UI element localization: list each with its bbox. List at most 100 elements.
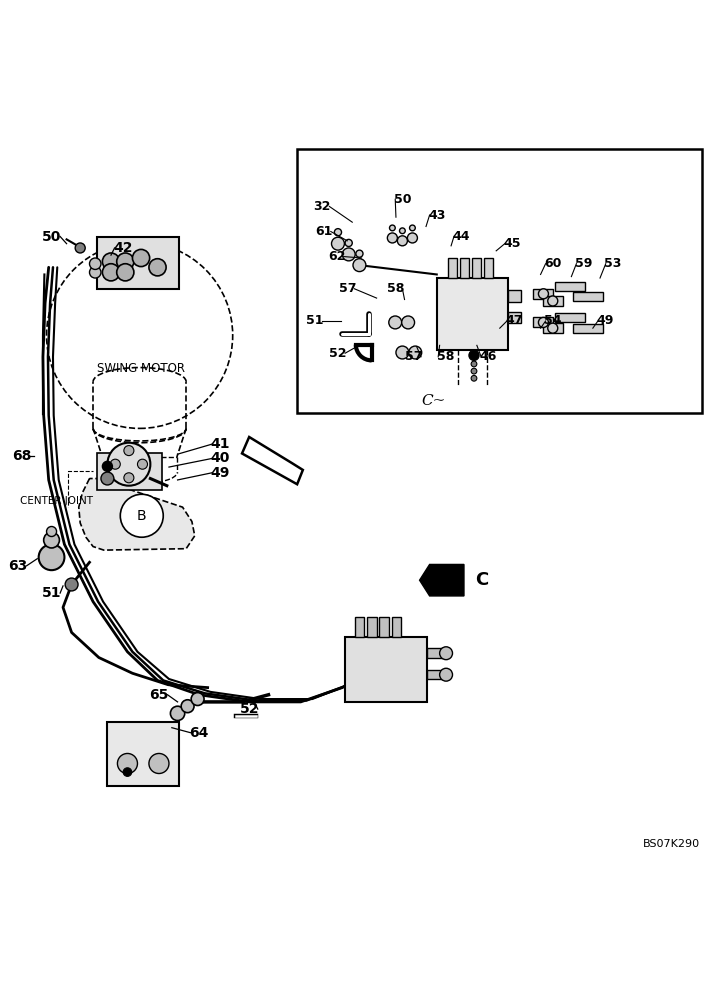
Bar xyxy=(543,296,563,306)
Text: 49: 49 xyxy=(596,314,614,328)
Bar xyxy=(533,289,553,299)
Circle shape xyxy=(389,316,402,329)
Circle shape xyxy=(538,289,548,299)
Text: 46: 46 xyxy=(480,350,497,363)
Text: 58: 58 xyxy=(387,282,404,295)
Circle shape xyxy=(409,346,422,359)
Circle shape xyxy=(353,259,366,272)
Circle shape xyxy=(342,248,355,261)
Text: 52: 52 xyxy=(329,347,347,360)
Circle shape xyxy=(124,473,134,483)
Text: 45: 45 xyxy=(503,237,521,250)
Circle shape xyxy=(356,250,363,257)
Bar xyxy=(460,258,469,278)
Text: 60: 60 xyxy=(544,257,561,270)
Circle shape xyxy=(387,233,397,243)
Text: 50: 50 xyxy=(394,193,411,206)
Circle shape xyxy=(44,532,59,548)
Circle shape xyxy=(400,228,405,234)
Circle shape xyxy=(390,225,395,231)
Polygon shape xyxy=(420,564,464,596)
Circle shape xyxy=(107,443,150,486)
Circle shape xyxy=(102,461,112,471)
Circle shape xyxy=(102,253,120,270)
Polygon shape xyxy=(79,479,195,550)
Circle shape xyxy=(191,693,204,705)
Text: 43: 43 xyxy=(428,209,445,222)
Bar xyxy=(508,312,521,323)
Text: 57: 57 xyxy=(405,350,422,363)
Circle shape xyxy=(102,264,120,281)
Circle shape xyxy=(548,323,558,333)
Circle shape xyxy=(440,668,453,681)
Circle shape xyxy=(332,237,344,250)
Text: 53: 53 xyxy=(604,257,621,270)
Bar xyxy=(484,258,493,278)
Circle shape xyxy=(39,544,64,570)
Bar xyxy=(573,292,603,301)
Circle shape xyxy=(149,259,166,276)
Circle shape xyxy=(469,350,479,360)
Text: 63: 63 xyxy=(9,559,27,573)
Text: SWING MOTOR: SWING MOTOR xyxy=(97,362,185,375)
Circle shape xyxy=(345,239,352,247)
Text: 44: 44 xyxy=(453,230,470,243)
Text: 40: 40 xyxy=(211,451,231,465)
Text: 57: 57 xyxy=(339,282,356,295)
Circle shape xyxy=(120,494,163,537)
Circle shape xyxy=(410,225,415,231)
Text: 64: 64 xyxy=(189,726,209,740)
Circle shape xyxy=(407,233,417,243)
Text: 42: 42 xyxy=(113,241,133,255)
Circle shape xyxy=(397,236,407,246)
Circle shape xyxy=(181,700,194,713)
Circle shape xyxy=(137,459,147,469)
Bar xyxy=(355,617,364,637)
Text: 50: 50 xyxy=(42,230,62,244)
Circle shape xyxy=(132,249,150,267)
Circle shape xyxy=(402,316,415,329)
Circle shape xyxy=(47,526,57,537)
Text: C~: C~ xyxy=(421,394,445,408)
Text: B: B xyxy=(137,509,147,523)
Bar xyxy=(97,237,179,289)
Bar xyxy=(427,670,446,679)
Bar xyxy=(97,453,162,490)
Bar xyxy=(345,637,427,702)
Circle shape xyxy=(117,253,134,270)
Bar xyxy=(427,648,446,658)
Text: 61: 61 xyxy=(315,225,332,238)
Bar xyxy=(472,258,481,278)
Circle shape xyxy=(471,361,477,367)
Circle shape xyxy=(117,264,134,281)
Bar xyxy=(297,149,702,413)
Bar xyxy=(448,258,457,278)
Bar xyxy=(437,278,508,350)
Bar xyxy=(533,317,553,327)
Circle shape xyxy=(149,753,169,774)
Text: 65: 65 xyxy=(149,688,169,702)
Polygon shape xyxy=(242,437,303,484)
Circle shape xyxy=(110,459,120,469)
Circle shape xyxy=(90,267,101,278)
Text: 52: 52 xyxy=(239,702,259,716)
Text: 58: 58 xyxy=(437,350,454,363)
Bar xyxy=(555,282,585,291)
Bar xyxy=(107,722,179,786)
Bar xyxy=(379,617,389,637)
Text: 59: 59 xyxy=(575,257,592,270)
Text: CENTER JOINT: CENTER JOINT xyxy=(20,496,93,506)
Bar xyxy=(508,290,521,302)
Circle shape xyxy=(75,243,85,253)
Bar xyxy=(367,617,377,637)
Circle shape xyxy=(170,706,185,721)
Text: 51: 51 xyxy=(306,314,324,328)
Text: C: C xyxy=(475,571,488,589)
Circle shape xyxy=(101,472,114,485)
Circle shape xyxy=(396,346,409,359)
Circle shape xyxy=(334,229,342,236)
Bar xyxy=(555,313,585,322)
Text: 49: 49 xyxy=(211,466,231,480)
Circle shape xyxy=(117,753,137,774)
Circle shape xyxy=(471,375,477,381)
